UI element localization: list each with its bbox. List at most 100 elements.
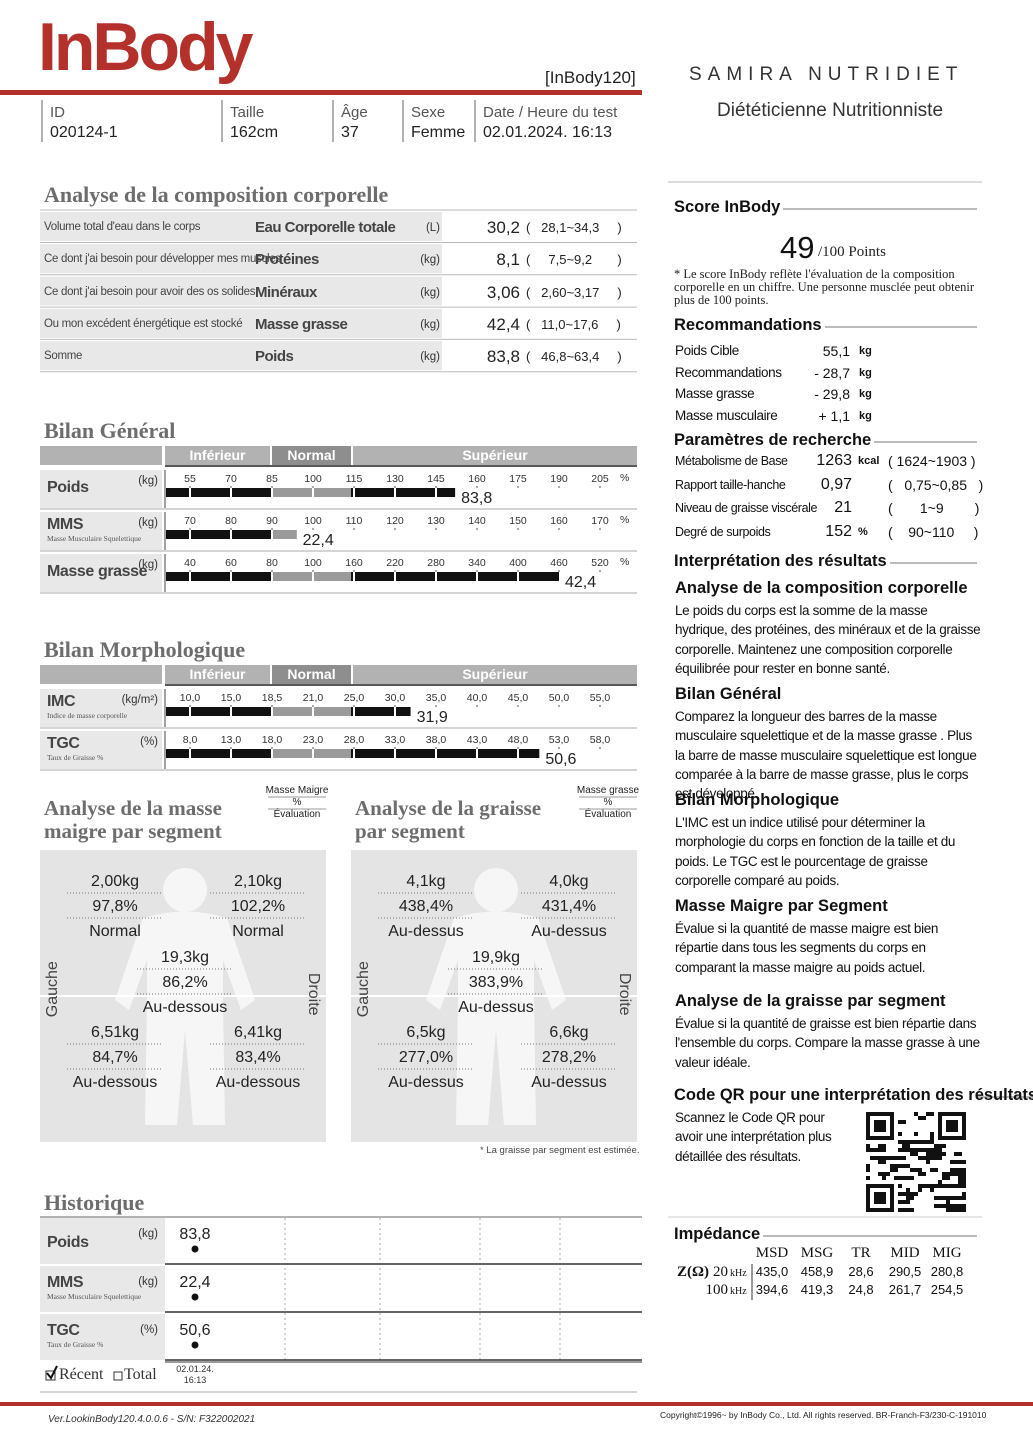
info-value: 37 xyxy=(341,124,359,141)
qr-module xyxy=(910,1208,914,1212)
tick-label: 340 xyxy=(468,557,486,569)
qr-module xyxy=(902,1156,906,1160)
impedance-value: 458,9 xyxy=(800,1264,834,1279)
clinic-subtitle: Diététicienne Nutritionniste xyxy=(717,100,944,121)
tick-label: 40,0 xyxy=(466,692,488,704)
rec-label: Recommandations xyxy=(675,364,782,380)
qr-module xyxy=(918,1156,922,1160)
qr-module xyxy=(938,1196,942,1200)
impedance-column: MID xyxy=(890,1245,920,1261)
impedance-label: Z(Ω) xyxy=(677,1264,710,1280)
row-subtitle: Taux de Graisse % xyxy=(47,753,104,762)
row-label-bg xyxy=(40,512,162,550)
qr-module xyxy=(946,1176,950,1180)
rec-unit: kg xyxy=(859,410,872,423)
qr-module xyxy=(882,1176,886,1180)
qr-module xyxy=(918,1148,922,1152)
qr-module xyxy=(918,1188,922,1192)
impedance-value: 254,5 xyxy=(930,1282,964,1297)
qr-module xyxy=(950,1168,954,1172)
qr-module xyxy=(938,1156,942,1160)
qr-module xyxy=(866,1144,870,1148)
qr-module xyxy=(866,1148,870,1152)
interp-title: Bilan Général xyxy=(675,685,782,703)
tick-label: 28,0 xyxy=(343,734,365,746)
qr-finder xyxy=(874,1120,886,1132)
row-unit: (kg) xyxy=(138,559,158,571)
footnote: * La graisse par segment est estimée. xyxy=(480,1145,640,1156)
section-heading: Score InBody xyxy=(674,198,781,216)
qr-module xyxy=(942,1184,946,1188)
qr-module xyxy=(930,1132,934,1136)
qr-module xyxy=(898,1200,902,1204)
row-unit: (kg) xyxy=(420,286,440,299)
qr-module xyxy=(918,1172,922,1176)
row-unit: (kg) xyxy=(420,318,440,331)
header-cell xyxy=(40,446,162,465)
qr-module xyxy=(910,1192,914,1196)
qr-module xyxy=(938,1152,942,1156)
impedance-column: MSG xyxy=(800,1245,834,1261)
row-value: 83,8 xyxy=(486,347,520,367)
qr-module xyxy=(962,1168,966,1172)
side-label: Gauche xyxy=(354,961,372,1018)
qr-module xyxy=(906,1148,910,1152)
section-heading: Code QR pour une interprétation des résu… xyxy=(674,1086,1033,1104)
interp-title: Analyse de la graisse par segment xyxy=(675,992,946,1010)
qr-finder xyxy=(874,1192,886,1204)
row-bg xyxy=(40,341,442,371)
qr-module xyxy=(958,1180,962,1184)
tick-label: 8,0 xyxy=(182,734,198,746)
segment-eval: Au-dessus xyxy=(388,923,464,940)
rec-unit: kg xyxy=(859,388,872,401)
qr-module xyxy=(878,1160,882,1164)
qr-module xyxy=(914,1168,918,1172)
segment-eval: Au-dessus xyxy=(388,1074,464,1091)
qr-module xyxy=(906,1176,910,1180)
section-heading: Impédance xyxy=(674,1225,761,1243)
version: Ver.LookinBody120.4.0.0.6 - S/N: F322002… xyxy=(48,1414,256,1425)
qr-module xyxy=(946,1204,950,1208)
segment-pct: 431,4% xyxy=(541,898,597,915)
qr-module xyxy=(958,1172,962,1176)
qr-module xyxy=(946,1184,950,1188)
header-bar xyxy=(0,90,642,95)
tick-label: 35,0 xyxy=(425,692,447,704)
segment-pct: 86,2% xyxy=(162,974,208,991)
row-bg xyxy=(40,244,442,274)
qr-module xyxy=(898,1120,902,1124)
qr-module xyxy=(886,1172,890,1176)
section-title: Historique xyxy=(44,1190,145,1215)
qr-module xyxy=(922,1116,926,1120)
tick-label: 10,0 xyxy=(179,692,201,704)
qr-module xyxy=(906,1192,910,1196)
zone-label: Supérieur xyxy=(462,666,528,682)
tick-label: 460 xyxy=(550,557,568,569)
segment-pct: 383,9% xyxy=(468,974,524,991)
segment-mass: 19,3kg xyxy=(160,949,210,966)
qr-module xyxy=(874,1148,878,1152)
qr-module xyxy=(922,1140,926,1144)
qr-module xyxy=(926,1140,930,1144)
qr-module xyxy=(898,1132,902,1136)
zone-header xyxy=(165,665,270,684)
qr-module xyxy=(934,1196,938,1200)
segment-mass: 6,6kg xyxy=(549,1024,589,1041)
qr-module xyxy=(882,1156,886,1160)
tick-label: 190 xyxy=(550,473,568,485)
value-label: 22,4 xyxy=(302,532,334,549)
silhouette xyxy=(426,911,566,1125)
tick-label: 170 xyxy=(591,515,609,527)
segment-pct: 97,8% xyxy=(92,898,138,915)
clinic-name: SAMIRA NUTRIDIET xyxy=(689,64,964,85)
tick-label: 33,0 xyxy=(384,734,406,746)
qr-module xyxy=(938,1180,942,1184)
percent-symbol: % xyxy=(620,556,630,568)
row-value: 3,06 xyxy=(486,282,520,302)
qr-module xyxy=(938,1144,942,1148)
qr-module xyxy=(934,1144,938,1148)
qr-module xyxy=(870,1156,874,1160)
value-label: 83,8 xyxy=(461,490,493,507)
tick-label: 58,0 xyxy=(589,734,611,746)
